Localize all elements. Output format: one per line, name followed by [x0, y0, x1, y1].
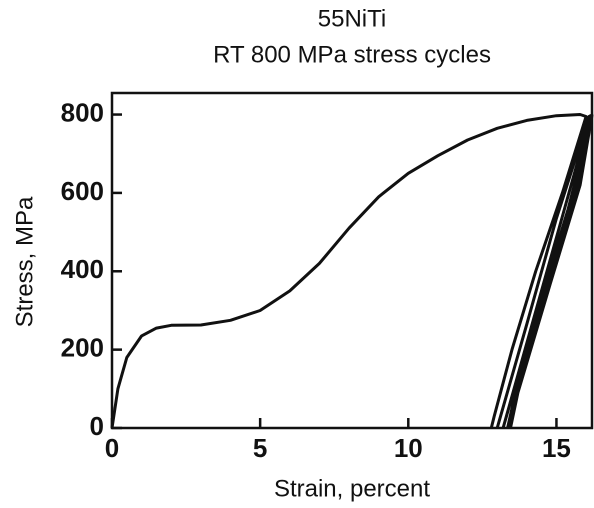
chart-subtitle: RT 800 MPa stress cycles — [213, 41, 491, 68]
x-tick-label: 0 — [105, 433, 119, 463]
y-axis-label: Stress, MPa — [11, 196, 38, 327]
y-tick-label: 400 — [61, 254, 104, 284]
plot-frame — [110, 91, 594, 430]
x-tick-label: 10 — [394, 433, 423, 463]
x-axis-label: Strain, percent — [274, 475, 430, 502]
x-tick-label: 5 — [253, 433, 267, 463]
y-tick-label: 800 — [61, 97, 104, 127]
y-tick-label: 0 — [90, 411, 104, 441]
x-tick-label: 15 — [542, 433, 571, 463]
stress-strain-curve — [110, 113, 594, 429]
y-tick-label: 200 — [61, 333, 104, 363]
y-tick-label: 600 — [61, 176, 104, 206]
chart-title: 55NiTi — [318, 5, 386, 32]
